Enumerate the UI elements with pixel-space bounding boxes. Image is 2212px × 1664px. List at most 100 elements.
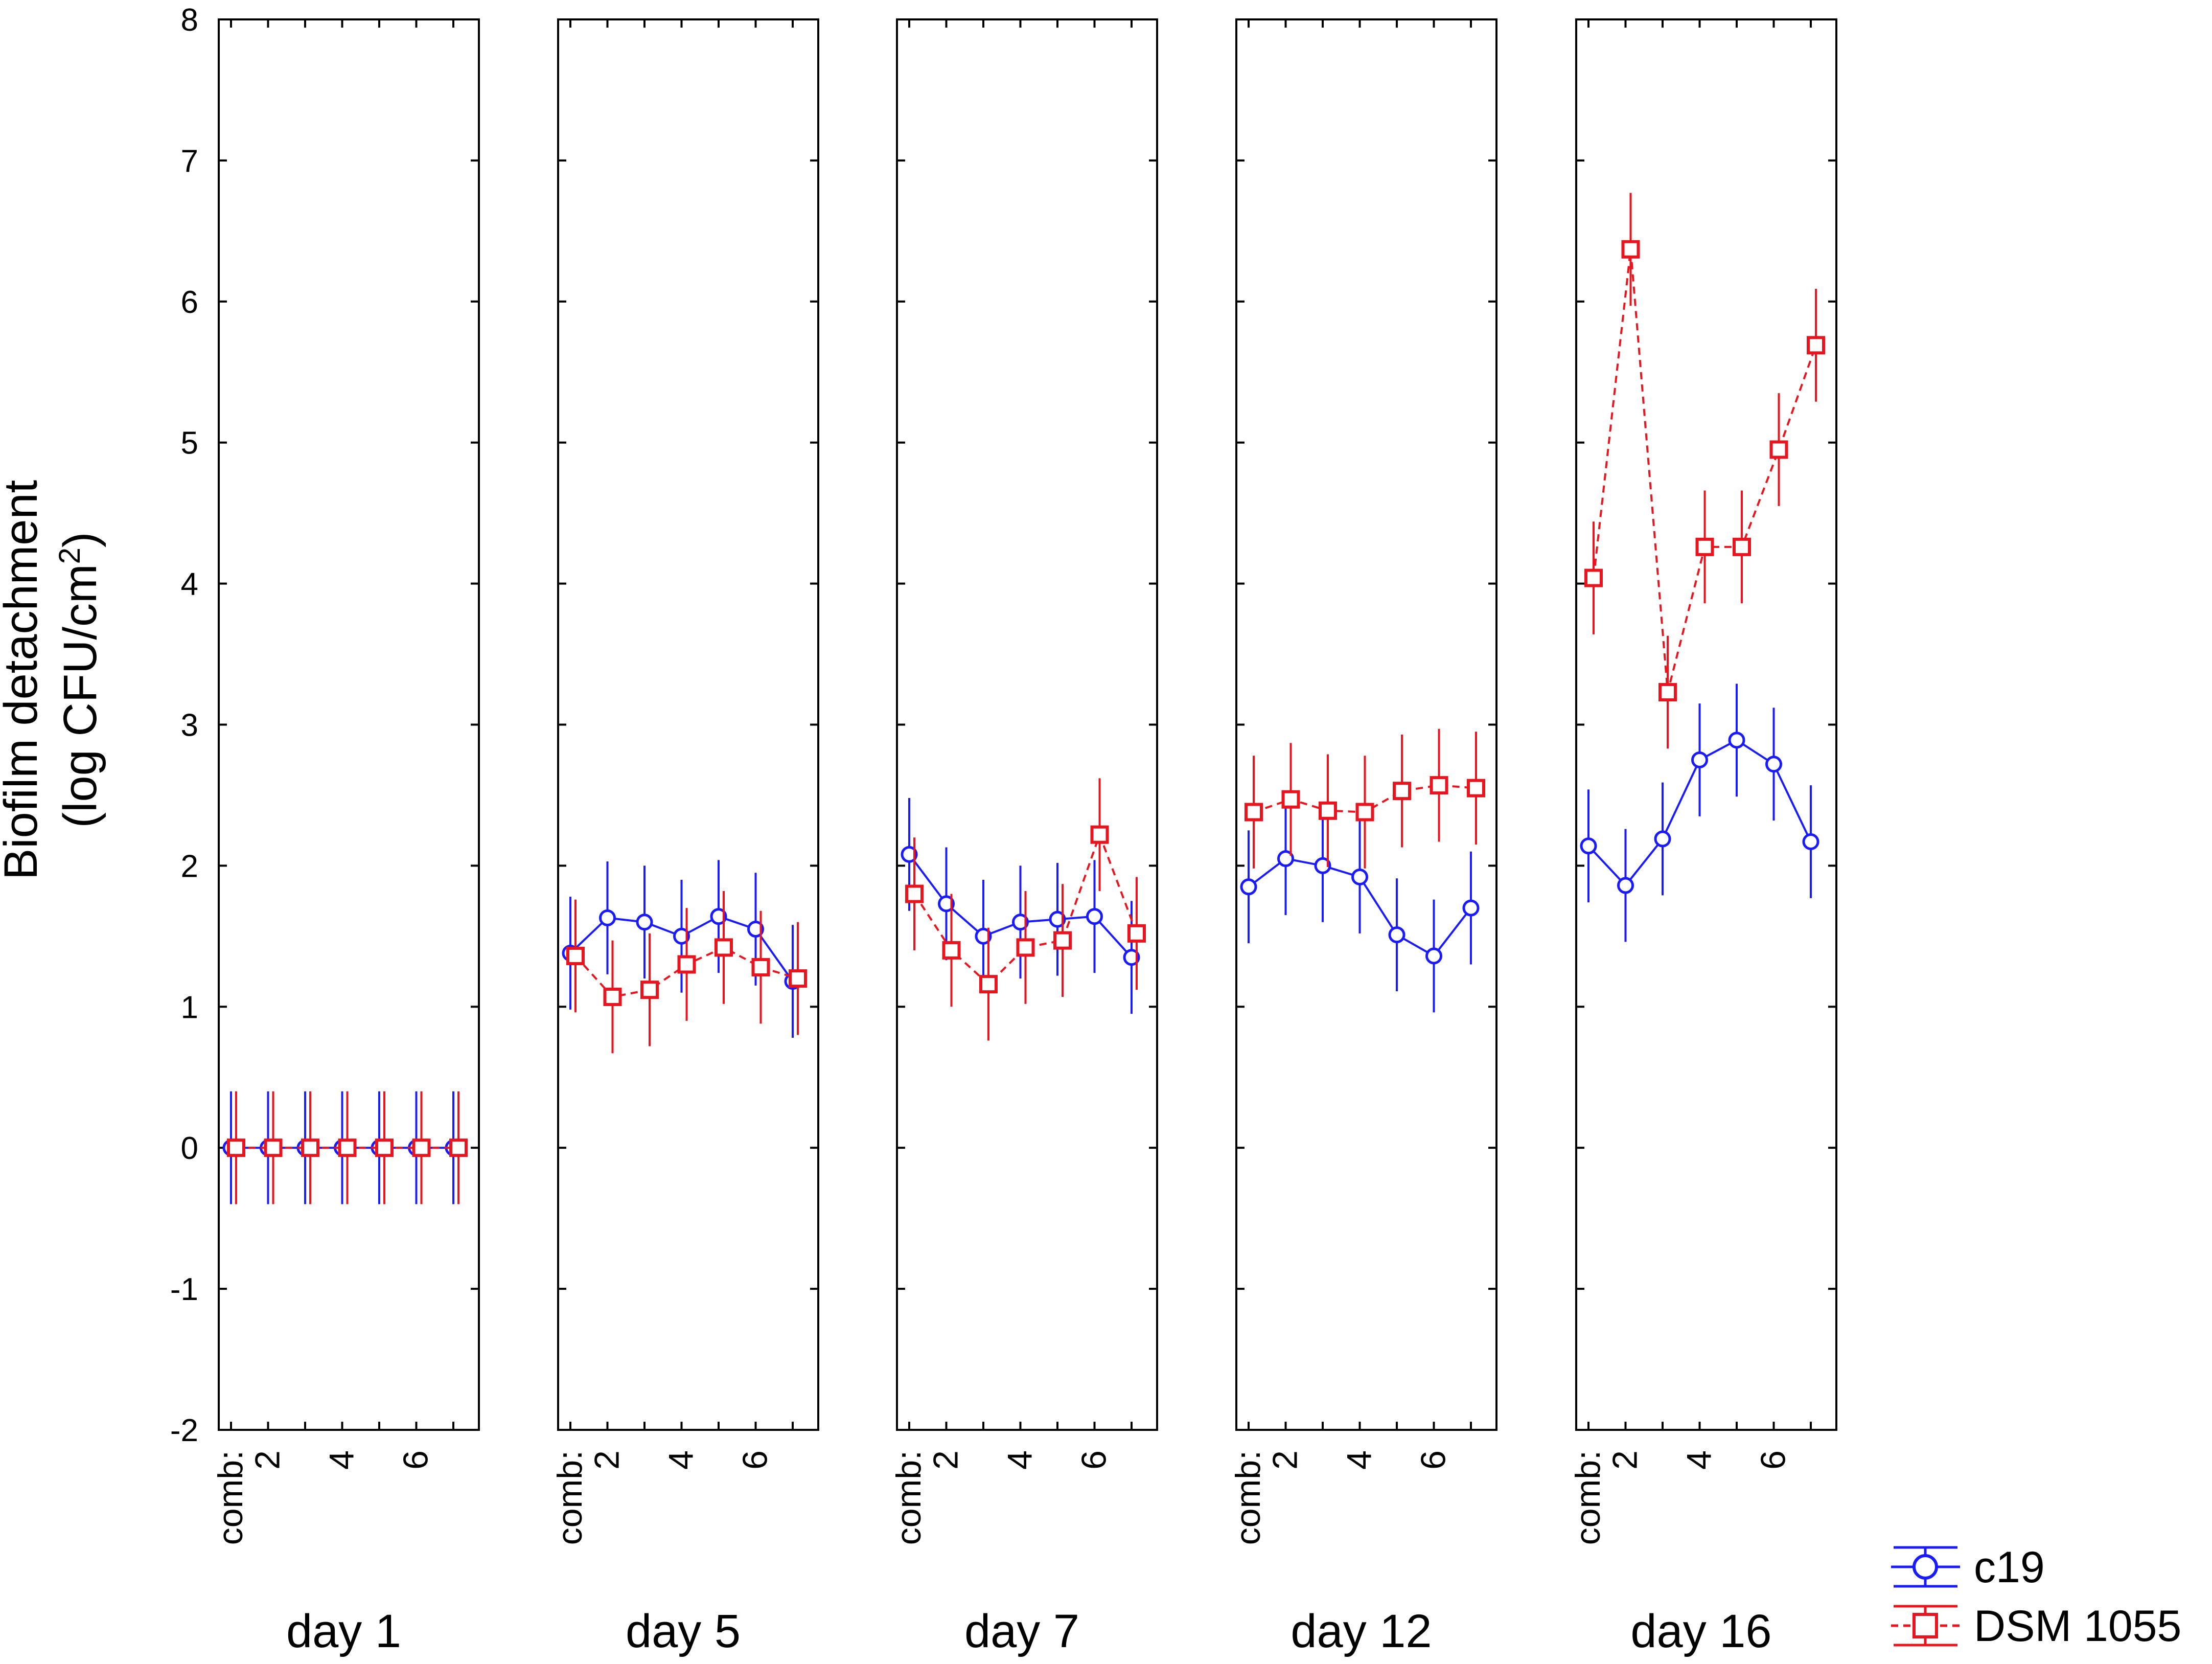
panel: comb:2 4 6 day 16 — [1569, 18, 1837, 1657]
y-tick-label: 5 — [181, 426, 198, 461]
panel-label: day 16 — [1630, 1605, 1771, 1657]
data-point — [301, 1138, 319, 1157]
legend-label: c19 — [1974, 1543, 2045, 1592]
data-point — [1245, 803, 1263, 822]
y-tick-label: 7 — [181, 144, 198, 179]
data-point — [1695, 537, 1714, 556]
data-point — [1654, 830, 1671, 848]
panel-label: day 5 — [626, 1605, 741, 1657]
panel-frame — [1575, 18, 1837, 1431]
legend-label: DSM 1055 — [1974, 1602, 2181, 1651]
y-axis-label-line2: (log CFU/cm2) — [53, 532, 107, 828]
data-point — [1012, 914, 1029, 931]
legend-item: c19 — [1891, 1543, 2045, 1592]
x-tick-label: 6 — [1754, 1450, 1793, 1470]
x-tick-label: 4 — [1340, 1450, 1379, 1470]
data-point — [375, 1138, 394, 1157]
y-axis-label-line1: Biofilm detachment — [0, 480, 47, 880]
x-tick-label: 6 — [1414, 1450, 1453, 1470]
data-point — [603, 987, 622, 1006]
data-point — [747, 921, 764, 938]
data-point — [227, 1138, 245, 1157]
data-point — [1621, 240, 1640, 259]
x-tick-label: 4 — [1001, 1450, 1040, 1470]
data-point — [1728, 732, 1745, 749]
data-point — [1049, 910, 1066, 928]
data-point — [1769, 440, 1788, 459]
y-tick-label: 4 — [181, 567, 198, 602]
y-tick-label: 1 — [181, 990, 198, 1025]
data-point — [599, 909, 616, 926]
x-tick-label: 2 — [927, 1450, 965, 1470]
data-point — [566, 946, 585, 965]
data-point — [640, 981, 659, 999]
y-tick-label: 8 — [181, 3, 198, 38]
panel: comb:2 4 6 day 5 — [550, 18, 819, 1657]
legend-item: DSM 1055 — [1891, 1602, 2181, 1651]
y-tick-label: 6 — [181, 285, 198, 320]
x-tick-label: 6 — [1075, 1450, 1114, 1470]
data-point — [1086, 908, 1103, 925]
x-tick-label: 6 — [397, 1450, 435, 1470]
legend-marker — [1913, 1613, 1938, 1638]
data-point — [1617, 877, 1634, 894]
data-point — [1802, 833, 1819, 850]
panel: comb:2 4 6 day 1 — [211, 18, 480, 1657]
series-dsm-1055 — [1584, 193, 1825, 749]
data-point — [1314, 857, 1331, 874]
data-point — [710, 908, 727, 925]
data-point — [412, 1138, 431, 1157]
data-point — [673, 927, 690, 945]
data-point — [1240, 878, 1257, 896]
x-tick-label: 2 — [1606, 1450, 1645, 1470]
data-point — [1462, 899, 1480, 917]
x-tick-label: 2 — [248, 1450, 287, 1470]
data-point — [1319, 801, 1337, 820]
panel-label: day 7 — [964, 1605, 1079, 1657]
data-point — [1277, 850, 1294, 868]
data-point — [1584, 568, 1603, 587]
x-tick-label: 2 — [1266, 1450, 1305, 1470]
data-point — [942, 941, 961, 960]
series-dsm-1055 — [566, 891, 807, 1054]
series-line — [1593, 249, 1817, 693]
x-tick-label-comb: comb: — [211, 1450, 250, 1545]
y-tick-label: -1 — [170, 1272, 198, 1307]
panel-label: day 12 — [1291, 1605, 1432, 1657]
data-point — [751, 958, 770, 977]
panel-frame — [218, 18, 480, 1431]
data-point — [1393, 782, 1411, 801]
data-point — [1765, 756, 1782, 773]
data-point — [449, 1138, 468, 1157]
legend: c19 DSM 1055 — [1891, 1543, 2181, 1651]
panel-frame — [557, 18, 819, 1431]
x-tick-label-comb: comb: — [1569, 1450, 1607, 1545]
y-axis-ticks: -2 -1 0 1 2 3 4 5 6 7 8 — [170, 3, 198, 1448]
data-point — [789, 969, 807, 988]
x-tick-label-comb: comb: — [889, 1450, 928, 1545]
x-tick-label: 4 — [662, 1450, 701, 1470]
y-tick-label: -2 — [170, 1413, 198, 1448]
panel: comb:2 4 6 day 7 — [889, 18, 1158, 1657]
data-point — [979, 975, 998, 994]
data-point — [1430, 776, 1448, 795]
data-point — [1355, 803, 1374, 822]
y-tick-label: 2 — [181, 849, 198, 884]
legend-marker — [1913, 1554, 1938, 1580]
y-axis-label: Biofilm detachment (log CFU/cm2) — [0, 480, 106, 880]
data-point — [1090, 825, 1109, 844]
y-tick-label: 0 — [181, 1131, 198, 1166]
data-point — [338, 1138, 357, 1157]
data-point — [264, 1138, 283, 1157]
series-c19 — [562, 860, 801, 1038]
data-point — [1467, 779, 1485, 797]
data-point — [901, 846, 918, 863]
data-point — [1016, 938, 1035, 957]
y-tick-label: 3 — [181, 708, 198, 743]
data-point — [905, 884, 924, 903]
data-point — [677, 955, 696, 974]
series-dsm-1055 — [1245, 728, 1485, 869]
x-tick-label: 2 — [588, 1450, 627, 1470]
